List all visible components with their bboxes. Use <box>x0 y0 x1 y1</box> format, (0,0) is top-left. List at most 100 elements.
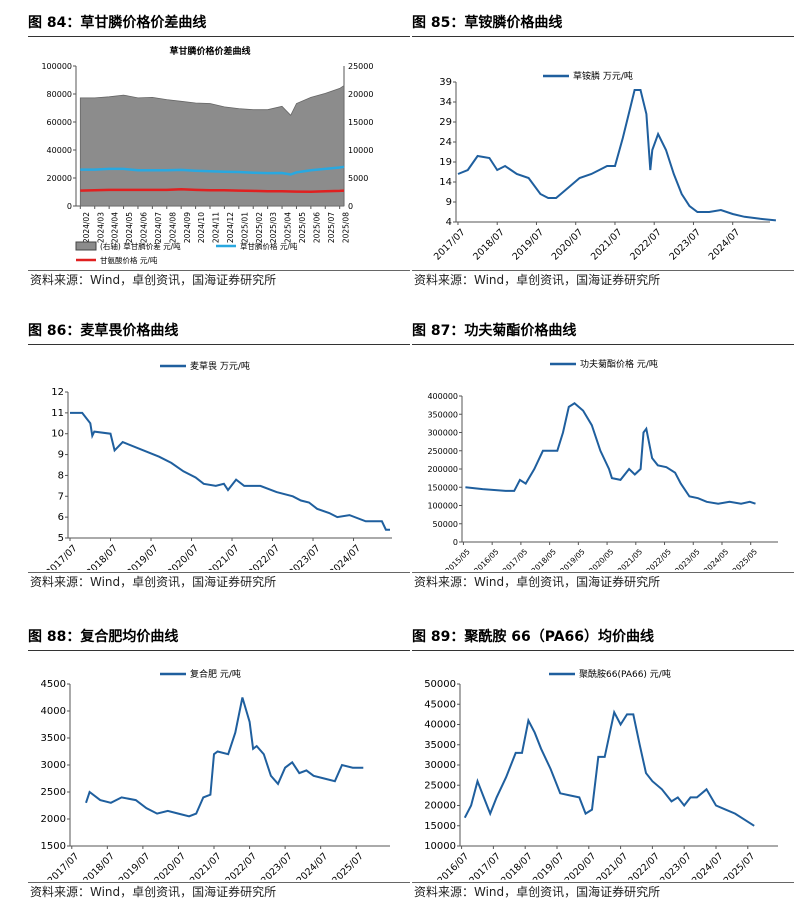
y-tick-label: 4500 <box>41 679 66 690</box>
x-tick-label: 2019/07 <box>531 851 567 880</box>
source-note: 资料来源：Wind，卓创资讯，国海证券研究所 <box>30 885 277 899</box>
y-tick-label: 3500 <box>41 733 66 744</box>
source-rule <box>412 882 794 883</box>
x-tick-label: 2018/07 <box>471 227 507 263</box>
y-tick-label: 60000 <box>47 118 72 127</box>
x-tick-label: 2018/07 <box>84 543 120 570</box>
x-tick-label: 2024/07 <box>690 851 726 880</box>
source-rule <box>28 882 410 883</box>
chart-88: 1500 2000 2500 3000 3500 4000 4500 2017/07 2018/… <box>41 668 390 880</box>
source-note: 资料来源：Wind，卓创资讯，国海证券研究所 <box>414 575 661 589</box>
x-tick-label: 2024/11 <box>212 212 221 243</box>
x-tick-label: 2020/07 <box>563 851 599 880</box>
x-tick-label: 2022/07 <box>628 227 664 263</box>
x-tick-label: 2018/05 <box>530 547 559 570</box>
y-tick-label: 35000 <box>424 740 456 751</box>
figure-title: 图 89：聚酰胺 66（PA66）均价曲线 <box>412 629 655 645</box>
x-tick-label: 2025/02 <box>255 212 264 243</box>
x-tick-label: 2019/07 <box>125 543 161 570</box>
y-tick-label: 15000 <box>424 821 456 832</box>
series-line <box>465 402 756 505</box>
y-tick-label: 19 <box>439 157 452 168</box>
x-tick-label: 2025/01 <box>240 212 249 243</box>
y-tick-label: 50000 <box>433 520 458 529</box>
y-tick-label: 30000 <box>424 760 456 771</box>
x-tick-label: 2020/07 <box>152 851 188 880</box>
y-tick-label: 100000 <box>41 62 72 71</box>
legend-label: 聚酰胺66(PA66) 元/吨 <box>579 668 671 680</box>
x-tick-label: 2022/07 <box>626 851 662 880</box>
x-tick-label: 2025/04 <box>284 212 293 243</box>
figure-title: 图 88：复合肥均价曲线 <box>28 629 179 645</box>
x-tick-label: 2024/12 <box>226 212 235 243</box>
legend-label: 甘氨酸价格 元/吨 <box>100 255 158 265</box>
chart-89: 10000 15000 20000 25000 30000 35000 40000 45000… <box>424 668 778 880</box>
y-tick-label: 24 <box>439 137 452 148</box>
y-tick-label: 50000 <box>424 679 456 690</box>
x-tick-label: 2025/08 <box>341 212 350 243</box>
x-tick-label: 2025/03 <box>269 212 278 243</box>
x-tick-label: 2025/07 <box>327 212 336 243</box>
y-tick-label: 9 <box>58 450 64 461</box>
title-rule <box>28 36 410 37</box>
x-tick-label: 2025/07 <box>722 851 758 880</box>
x-tick-label: 2023/05 <box>673 547 702 570</box>
series-line <box>463 709 755 827</box>
x-tick-label: 2025/07 <box>330 851 366 880</box>
figure-title: 图 84：草甘膦价格价差曲线 <box>28 15 207 31</box>
legend-swatch <box>75 241 97 251</box>
y-tick-label: 10 <box>51 429 64 440</box>
x-tick-label: 2024/09 <box>183 212 192 243</box>
y-tick-label: 7 <box>58 491 64 502</box>
x-tick-label: 2024/03 <box>96 212 105 243</box>
x-tick-label: 2021/07 <box>188 851 224 880</box>
x-tick-label: 2015/05 <box>443 547 472 570</box>
y-tick-label: 20000 <box>424 801 456 812</box>
y-tick-label: 2500 <box>41 787 66 798</box>
x-tick-label: 2018/07 <box>499 851 535 880</box>
y-tick-label: 0 <box>453 538 458 547</box>
y-tick-label: 40000 <box>424 720 456 731</box>
x-tick-label: 2023/07 <box>287 543 323 570</box>
x-tick-label: 2024/10 <box>197 212 206 243</box>
figure-title: 图 85：草铵膦价格曲线 <box>412 15 563 31</box>
y2-tick-label: 15000 <box>348 118 373 127</box>
legend-label: 草铵膦 万元/吨 <box>573 70 633 82</box>
y-tick-label: 45000 <box>424 699 456 710</box>
y2-tick-label: 25000 <box>348 62 373 71</box>
legend-label: 功夫菊酯价格 元/吨 <box>580 358 658 370</box>
series-line <box>80 187 345 193</box>
x-tick-label: 2021/07 <box>206 543 242 570</box>
y-tick-label: 25000 <box>424 780 456 791</box>
figure-title: 图 87：功夫菊酯价格曲线 <box>412 323 577 339</box>
x-tick-label: 2019/07 <box>510 227 546 263</box>
x-tick-label: 2024/05 <box>125 212 134 243</box>
legend-label: 麦草畏 万元/吨 <box>190 360 250 372</box>
x-tick-label: 2020/05 <box>587 547 616 570</box>
y-tick-label: 350000 <box>427 410 458 419</box>
x-tick-label: 2024/06 <box>140 212 149 243</box>
x-tick-label: 2018/07 <box>81 851 117 880</box>
x-tick-label: 2024/04 <box>111 212 120 243</box>
source-note: 资料来源：Wind，卓创资讯，国海证券研究所 <box>30 273 277 287</box>
y-tick-label: 2000 <box>41 814 66 825</box>
y-tick-label: 40000 <box>47 146 72 155</box>
y2-tick-label: 10000 <box>348 146 373 155</box>
y-tick-label: 9 <box>446 197 452 208</box>
chart-85: 4 9 14 19 24 29 34 39 2017/07 2018/07 2019/07 2020/… <box>432 70 777 263</box>
y-tick-label: 5 <box>58 533 64 544</box>
x-tick-label: 2023/07 <box>658 851 694 880</box>
y-tick-label: 11 <box>51 408 64 419</box>
y-tick-label: 250000 <box>427 447 458 456</box>
y-tick-label: 34 <box>439 97 452 108</box>
legend-label: (右轴) 草甘膦价差 元/吨 <box>100 241 181 251</box>
y-tick-label: 12 <box>51 387 64 398</box>
series-line <box>85 697 364 818</box>
x-tick-label: 2023/07 <box>259 851 295 880</box>
y-tick-label: 14 <box>439 177 452 188</box>
x-tick-label: 2021/07 <box>589 227 625 263</box>
y-tick-label: 20000 <box>47 174 72 183</box>
chart-87: 0 50000 100000 150000 200000 250000 300000 3500… <box>427 358 778 570</box>
source-rule <box>28 572 410 573</box>
